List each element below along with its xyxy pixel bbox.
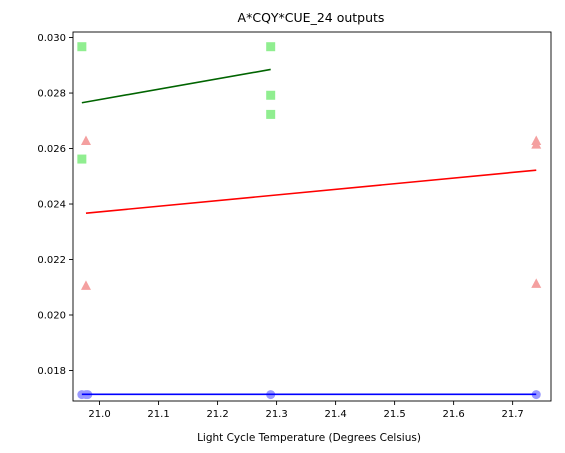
y-tick-label-2: 0.022 (37, 255, 66, 266)
y-tick-label-3: 0.024 (37, 200, 66, 211)
data-point-s1-4 (531, 278, 541, 288)
chart-title: A*CQY*CUE_24 outputs (238, 10, 385, 25)
data-point-s1-1 (81, 280, 91, 290)
data-point-s0-0 (77, 42, 86, 51)
data-point-s0-2 (266, 42, 275, 51)
plot-frame (73, 32, 551, 401)
data-point-s0-1 (77, 155, 86, 164)
x-tick-label-6: 21.6 (442, 409, 464, 420)
x-tick-label-4: 21.4 (324, 409, 346, 420)
x-tick-label-7: 21.7 (502, 409, 524, 420)
data-point-s1-0 (81, 136, 91, 146)
axes: 21.0 21.1 21.2 21.3 21.4 21.5 21.6 21.7 0.018 0.0… (37, 32, 551, 420)
data-point-s0-3 (266, 91, 275, 100)
plot-area (77, 42, 541, 399)
x-tick-label-0: 21.0 (88, 409, 110, 420)
y-tick-label-5: 0.028 (37, 89, 66, 100)
x-tick-label-1: 21.1 (147, 409, 169, 420)
y-tick-label-1: 0.020 (37, 310, 66, 321)
trend-line-s0 (82, 69, 271, 102)
trend-line-s1 (86, 170, 536, 213)
y-tick-label-0: 0.018 (37, 366, 66, 377)
x-tick-label-2: 21.2 (206, 409, 228, 420)
y-tick-label-6: 0.030 (37, 33, 66, 44)
x-tick-label-3: 21.3 (265, 409, 287, 420)
x-axis-label: Light Cycle Temperature (Degrees Celsius… (197, 432, 421, 444)
x-tick-label-5: 21.5 (383, 409, 405, 420)
data-point-s0-4 (266, 110, 275, 119)
y-tick-label-4: 0.026 (37, 144, 66, 155)
